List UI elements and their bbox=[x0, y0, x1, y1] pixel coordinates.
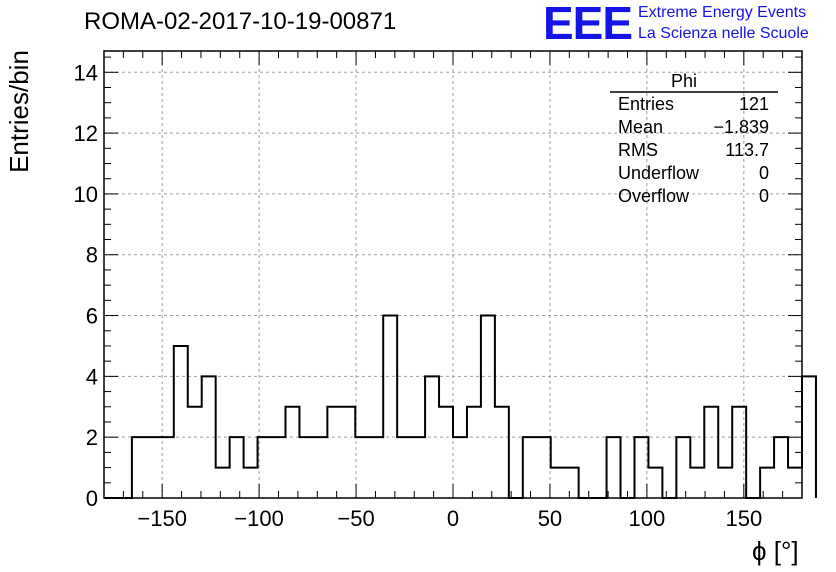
histogram-bin bbox=[788, 468, 802, 498]
stats-value: 113.7 bbox=[725, 140, 769, 160]
stats-value: 121 bbox=[739, 94, 769, 114]
histogram-bin bbox=[272, 437, 286, 498]
histogram-bin bbox=[160, 437, 174, 498]
histogram-bin bbox=[439, 407, 453, 498]
histogram-bin bbox=[537, 437, 551, 498]
x-tick-label: −50 bbox=[337, 506, 374, 531]
histogram-bin bbox=[648, 468, 662, 498]
histogram-bin bbox=[327, 407, 341, 498]
logo-subtitle-1: Extreme Energy Events bbox=[638, 4, 807, 21]
histogram-bin bbox=[313, 437, 327, 498]
histogram-bin bbox=[355, 437, 369, 498]
stats-label: Overflow bbox=[618, 186, 690, 206]
y-tick-label: 6 bbox=[86, 304, 98, 329]
y-tick-label: 2 bbox=[86, 425, 98, 450]
y-tick-label: 4 bbox=[86, 364, 98, 389]
y-tick-label: 10 bbox=[74, 182, 98, 207]
eee-logo: EEE bbox=[543, 0, 633, 49]
histogram-bin bbox=[425, 376, 439, 498]
histogram-bin bbox=[383, 316, 397, 498]
stats-label: Entries bbox=[618, 94, 674, 114]
stats-label: Mean bbox=[618, 117, 663, 137]
histogram-bin bbox=[132, 437, 146, 498]
y-axis-label: Entries/bin bbox=[3, 50, 34, 173]
x-tick-label: −100 bbox=[234, 506, 284, 531]
histogram-bin bbox=[397, 437, 411, 498]
stats-value: −1.839 bbox=[713, 117, 769, 137]
y-tick-label: 8 bbox=[86, 243, 98, 268]
histogram-bin bbox=[258, 437, 272, 498]
histogram-bin bbox=[285, 407, 299, 498]
stats-label: Underflow bbox=[618, 163, 700, 183]
y-tick-label: 14 bbox=[74, 60, 98, 85]
histogram-bin bbox=[244, 468, 258, 498]
histogram-bin bbox=[704, 407, 718, 498]
histogram-line bbox=[104, 314, 817, 499]
page-title: ROMA-02-2017-10-19-00871 bbox=[84, 8, 397, 35]
logo-subtitle-2: La Scienza nelle Scuole bbox=[638, 25, 809, 42]
stats-box: Phi Entries 121 Mean −1.839 RMS 113.7 Underflow… bbox=[610, 71, 778, 206]
y-tick-label: 12 bbox=[74, 121, 98, 146]
x-tick-label: 100 bbox=[629, 506, 666, 531]
histogram-bin bbox=[216, 468, 230, 498]
axes: −150 −100 −50 0 50 100 150 0 2 4 6 8 10 12 14 bbox=[74, 50, 803, 531]
histogram-bin bbox=[341, 407, 355, 498]
histogram-bin bbox=[551, 468, 565, 498]
histogram-bin bbox=[453, 437, 467, 498]
histogram-bin bbox=[481, 316, 495, 498]
stats-value: 0 bbox=[759, 186, 769, 206]
x-tick-label: 0 bbox=[447, 506, 459, 531]
x-tick-label: −150 bbox=[137, 506, 187, 531]
histogram-bin bbox=[299, 437, 313, 498]
histogram-bin bbox=[718, 468, 732, 498]
histogram-bin bbox=[732, 407, 746, 498]
x-tick-label: 150 bbox=[725, 506, 762, 531]
histogram-bin bbox=[495, 407, 509, 498]
histogram-bin bbox=[690, 468, 704, 498]
x-axis-label: ϕ [°] bbox=[752, 536, 799, 566]
histogram-series bbox=[104, 314, 817, 499]
histogram-bin bbox=[760, 468, 774, 498]
y-tick-label: 0 bbox=[86, 486, 98, 511]
histogram-bin bbox=[676, 437, 690, 498]
stats-label: RMS bbox=[618, 140, 658, 160]
grid-lines bbox=[104, 51, 802, 498]
histogram-bin bbox=[607, 437, 621, 498]
histogram-bin bbox=[146, 437, 160, 498]
histogram-bin bbox=[369, 437, 383, 498]
histogram-bin bbox=[523, 437, 537, 498]
histogram-bin bbox=[202, 376, 216, 498]
x-tick-label: 50 bbox=[538, 506, 562, 531]
histogram-bin bbox=[174, 346, 188, 498]
histogram-bin bbox=[634, 437, 648, 498]
histogram-bin bbox=[802, 376, 816, 498]
histogram-bin bbox=[565, 468, 579, 498]
histogram-bin bbox=[230, 437, 244, 498]
histogram-bin bbox=[411, 437, 425, 498]
histogram-bin bbox=[467, 407, 481, 498]
stats-value: 0 bbox=[759, 163, 769, 183]
stats-title: Phi bbox=[671, 71, 697, 91]
histogram-bin bbox=[774, 437, 788, 498]
histogram-bin bbox=[188, 407, 202, 498]
